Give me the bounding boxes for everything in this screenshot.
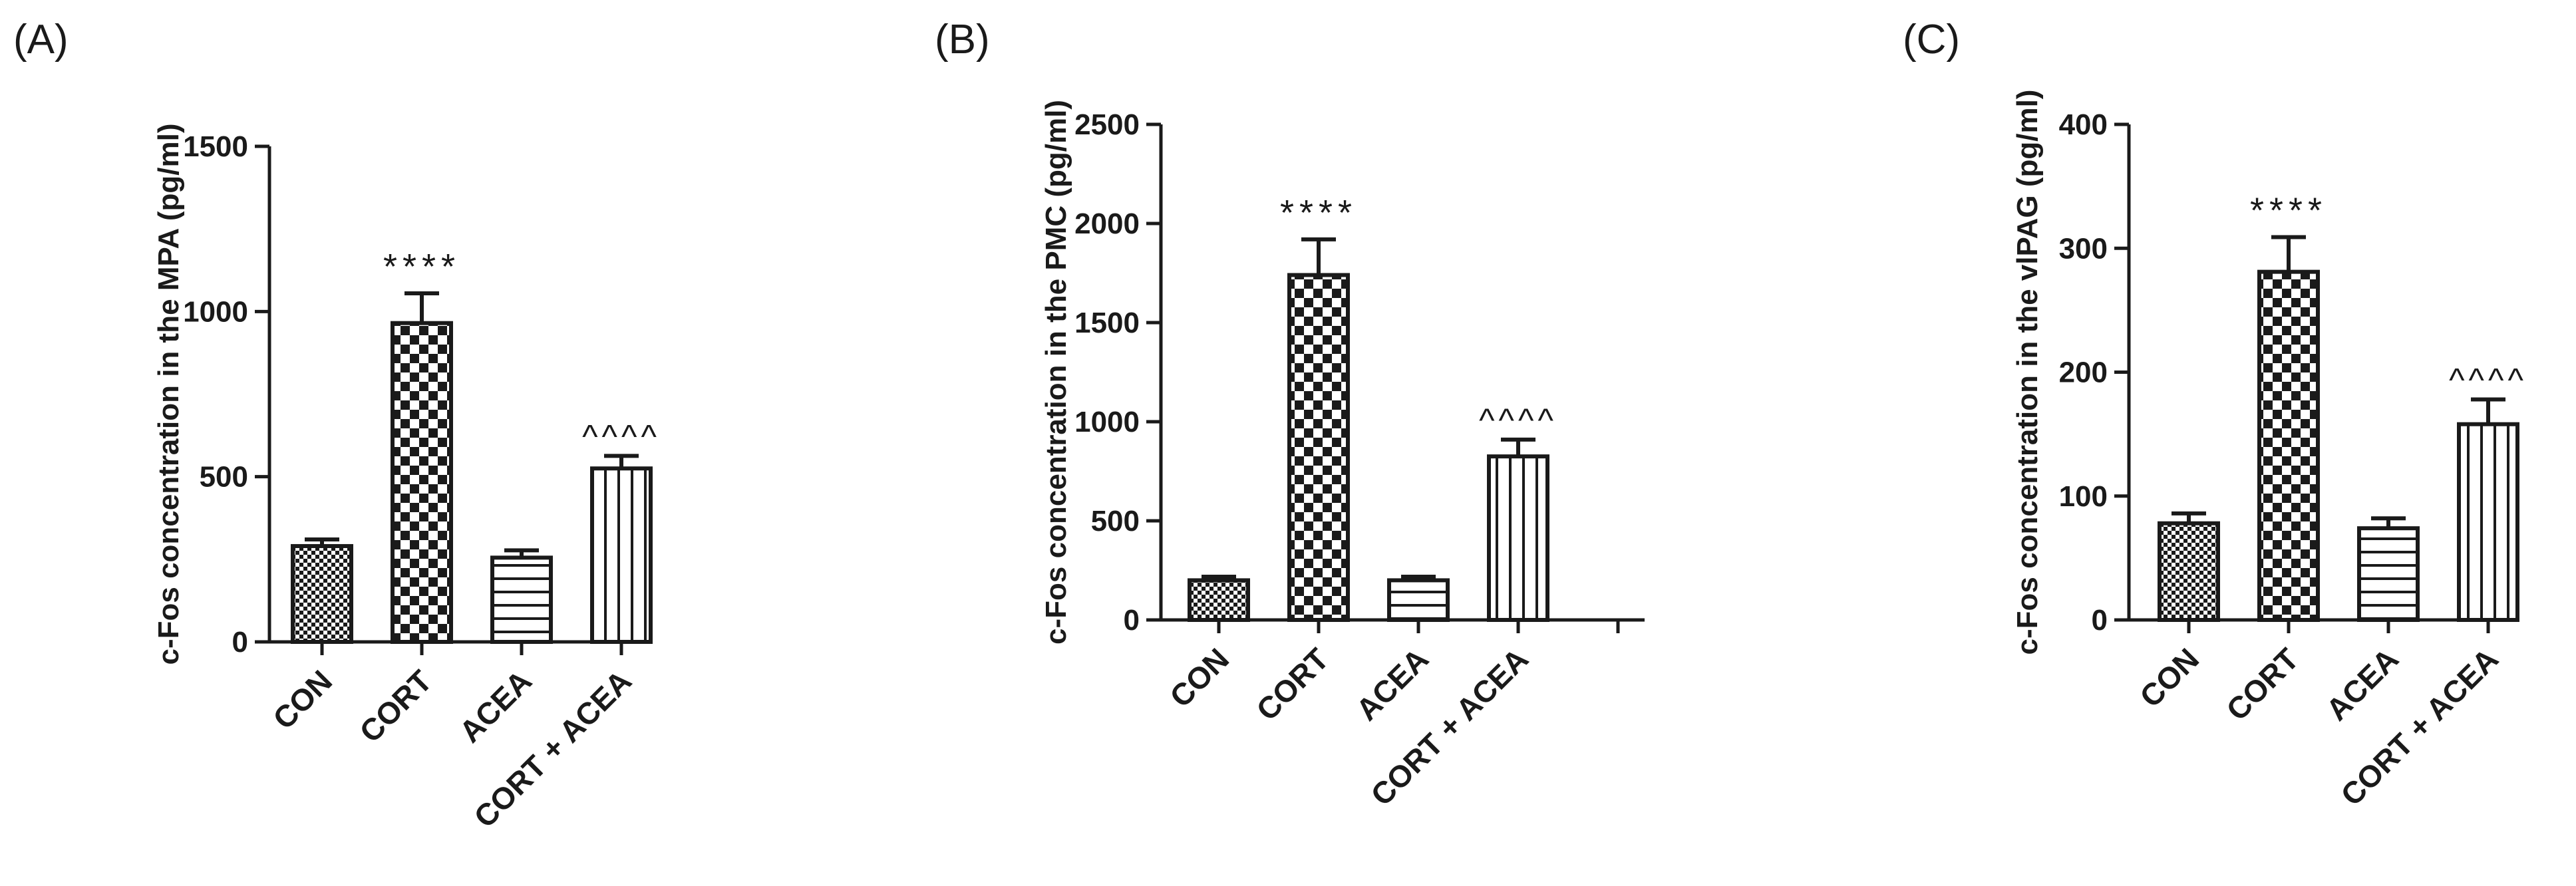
- panel-label: (B): [935, 17, 990, 63]
- bar-acea: [2357, 526, 2420, 622]
- bar-cort-acea: [590, 466, 653, 644]
- bar-cort-acea: [1487, 454, 1549, 623]
- panel-a: (A) c-Fos concentration in the MPA (pg/ml…: [13, 17, 661, 834]
- y-tick-label: 1500: [1074, 307, 1140, 339]
- significance-label: ^^^^: [1479, 402, 1557, 439]
- y-tick-label: 400: [2059, 108, 2108, 141]
- y-tick-label: 500: [200, 461, 248, 494]
- y-tick-label: 500: [1091, 505, 1140, 537]
- y-tick-label: 300: [2059, 232, 2108, 265]
- y-tick-label: 1000: [1074, 406, 1140, 438]
- bar-acea: [1387, 578, 1450, 623]
- y-tick-label: 2500: [1074, 108, 1140, 141]
- y-tick-label: 200: [2059, 357, 2108, 389]
- bar-acea: [490, 555, 553, 644]
- panel-c: (C) c-Fos concentration in the vlPAG (pg/…: [1903, 17, 2527, 812]
- bar-cort-acea: [2457, 422, 2519, 622]
- y-axis-label: c-Fos concentration in the MPA (pg/ml): [152, 124, 185, 665]
- y-tick-label: 0: [232, 626, 248, 659]
- bar-cort: [1287, 273, 1350, 623]
- y-tick-label: 0: [2092, 604, 2108, 637]
- significance-label: ****: [1280, 193, 1357, 233]
- y-tick-label: 100: [2059, 480, 2108, 513]
- bar-con: [291, 543, 353, 645]
- x-tick-label: CORT: [1249, 641, 1335, 727]
- y-tick-label: 0: [1124, 604, 1140, 637]
- bar-cort: [391, 321, 453, 644]
- significance-label: ****: [383, 247, 460, 287]
- x-tick-label: CORT: [353, 663, 438, 749]
- x-tick-label: CON: [2133, 641, 2205, 714]
- y-tick-label: 2000: [1074, 208, 1140, 240]
- bar-cort: [2257, 269, 2320, 622]
- y-tick-label: 1000: [183, 295, 248, 328]
- bar-con: [1188, 578, 1250, 623]
- y-tick-label: 1500: [183, 130, 248, 163]
- x-tick-label: ACEA: [452, 663, 538, 749]
- y-axis-label: c-Fos concentration in the PMC (pg/ml): [1040, 100, 1072, 645]
- x-tick-label: CON: [1163, 641, 1235, 714]
- bar-con: [2158, 521, 2220, 622]
- significance-label: ****: [2250, 190, 2327, 230]
- panel-label: (C): [1903, 17, 1960, 63]
- panel-b: (B) c-Fos concentration in the PMC (pg/ml…: [935, 17, 1645, 812]
- x-tick-label: ACEA: [2319, 641, 2405, 727]
- x-tick-label: CON: [266, 663, 339, 736]
- significance-label: ^^^^: [2449, 361, 2527, 398]
- panel-label: (A): [13, 17, 69, 63]
- x-tick-label: CORT: [2219, 641, 2305, 727]
- y-axis-label: c-Fos concentration in the vlPAG (pg/ml): [2011, 90, 2044, 655]
- x-tick-label: ACEA: [1349, 641, 1435, 727]
- significance-label: ^^^^: [582, 418, 661, 455]
